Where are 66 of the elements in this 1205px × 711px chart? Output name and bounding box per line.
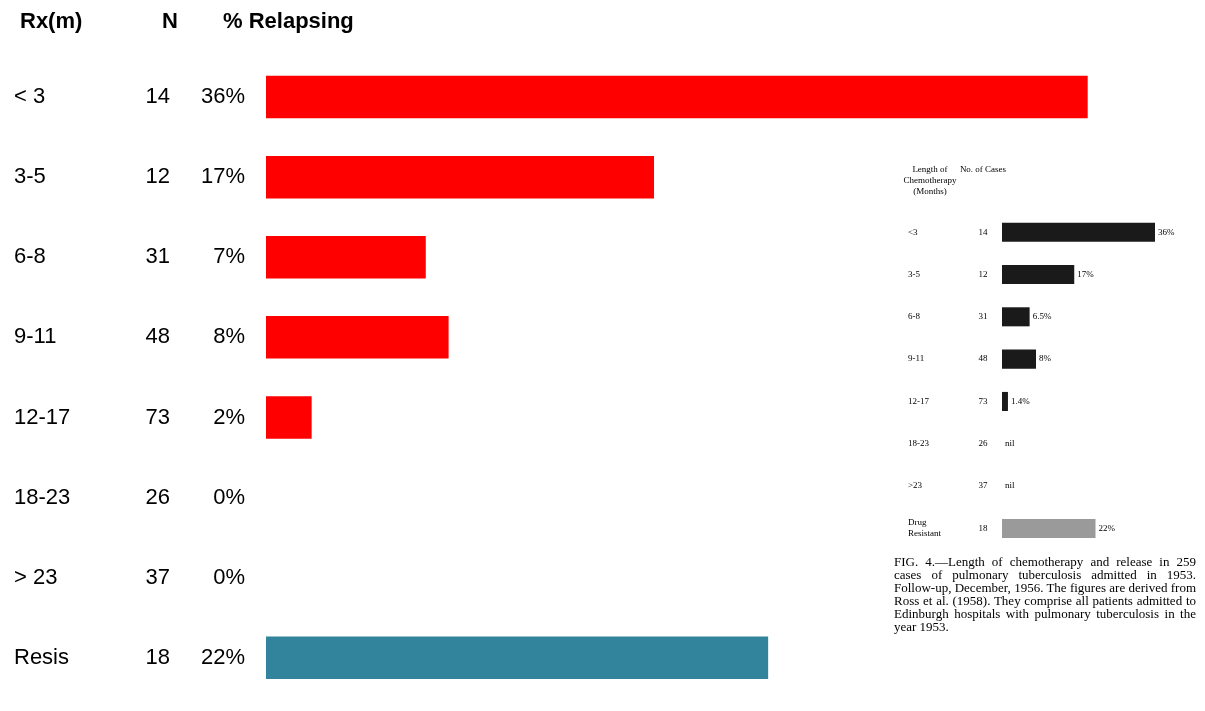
data-label: 1.4% bbox=[1010, 395, 1031, 406]
y-tick-label: > 23 bbox=[14, 563, 58, 589]
data-label: 17% bbox=[200, 163, 245, 189]
text: 37 bbox=[145, 563, 170, 589]
y-tick-label: 18-23 bbox=[14, 483, 71, 509]
y-tick-label: 9-11 bbox=[908, 353, 925, 364]
data-label: 17% bbox=[1077, 268, 1095, 279]
annotation: 12 bbox=[978, 268, 988, 279]
y-axis-title: Length of Chemotherapy (Months) bbox=[903, 164, 957, 197]
y-tick-label: 6-8 bbox=[908, 311, 921, 322]
text: 18 bbox=[145, 643, 170, 669]
data-label: 6.5% bbox=[1032, 311, 1052, 322]
annotation: 26 bbox=[978, 438, 988, 449]
annotation: 73 bbox=[978, 395, 988, 406]
data-label: 36% bbox=[200, 83, 245, 109]
y-tick-label: Drug Resistant bbox=[908, 517, 942, 539]
data-label: 22% bbox=[1098, 522, 1116, 533]
bar bbox=[1002, 518, 1096, 538]
data-label: 0% bbox=[213, 483, 245, 509]
annotation: 48 bbox=[978, 353, 988, 364]
annotation: No. of Cases bbox=[959, 164, 1007, 175]
annotation: 31 bbox=[978, 311, 988, 322]
data-label: nil bbox=[1005, 438, 1015, 449]
data-label: 8% bbox=[1039, 353, 1052, 364]
data-label: 36% bbox=[1158, 226, 1175, 237]
annotation: 37 bbox=[978, 480, 988, 491]
y-tick-label: 18-23 bbox=[908, 438, 930, 449]
text: 73 bbox=[145, 403, 170, 429]
y-tick-label: 12-17 bbox=[14, 403, 71, 429]
bar bbox=[1002, 264, 1075, 285]
bar bbox=[266, 155, 655, 199]
bar bbox=[266, 636, 769, 679]
y-tick-label: < 3 bbox=[14, 83, 46, 109]
data-label: 8% bbox=[213, 323, 245, 349]
text: 14 bbox=[145, 83, 170, 109]
text: 26 bbox=[145, 483, 170, 509]
annotation: 14 bbox=[978, 226, 988, 237]
annotation: 18 bbox=[978, 522, 988, 533]
data-label: 2% bbox=[213, 403, 245, 429]
y-tick-label: 3-5 bbox=[14, 163, 46, 189]
y-tick-label: <3 bbox=[908, 226, 919, 237]
annotation: FIG. 4.—Length of chemotherapy and release in 259 cases of pulmonary tuberculosis admitted in 1953. Follow-up, December, 1956. The figures are derived from Ross et al. (1958). They comprise all patients admitted to Edinburgh hospitals with pulmonary tuberculosis in the year 1953. bbox=[894, 554, 1196, 634]
y-tick-label: Resis bbox=[14, 643, 70, 669]
y-tick-label: 9-11 bbox=[14, 323, 57, 349]
y-tick-label: 3-5 bbox=[908, 268, 921, 279]
bar bbox=[1002, 307, 1030, 327]
data-label: nil bbox=[1005, 480, 1015, 491]
bar bbox=[266, 236, 426, 279]
bar bbox=[1002, 222, 1155, 242]
data-label: 0% bbox=[213, 563, 245, 589]
text: N bbox=[162, 8, 178, 34]
bar bbox=[266, 316, 449, 359]
text: 12 bbox=[145, 163, 170, 189]
text: 48 bbox=[145, 323, 170, 349]
bar bbox=[1002, 349, 1036, 369]
bar bbox=[266, 75, 1088, 119]
y-tick-label: 12-17 bbox=[908, 395, 930, 406]
bar bbox=[1002, 391, 1008, 411]
y-tick-label: 6-8 bbox=[14, 243, 46, 269]
bar bbox=[266, 396, 312, 439]
data-label: 22% bbox=[200, 643, 245, 669]
y-axis-title: Rx(m) bbox=[20, 8, 83, 34]
text: 31 bbox=[145, 243, 170, 269]
text: % Relapsing bbox=[223, 8, 354, 34]
y-tick-label: >23 bbox=[908, 480, 923, 491]
data-label: 7% bbox=[213, 243, 245, 269]
